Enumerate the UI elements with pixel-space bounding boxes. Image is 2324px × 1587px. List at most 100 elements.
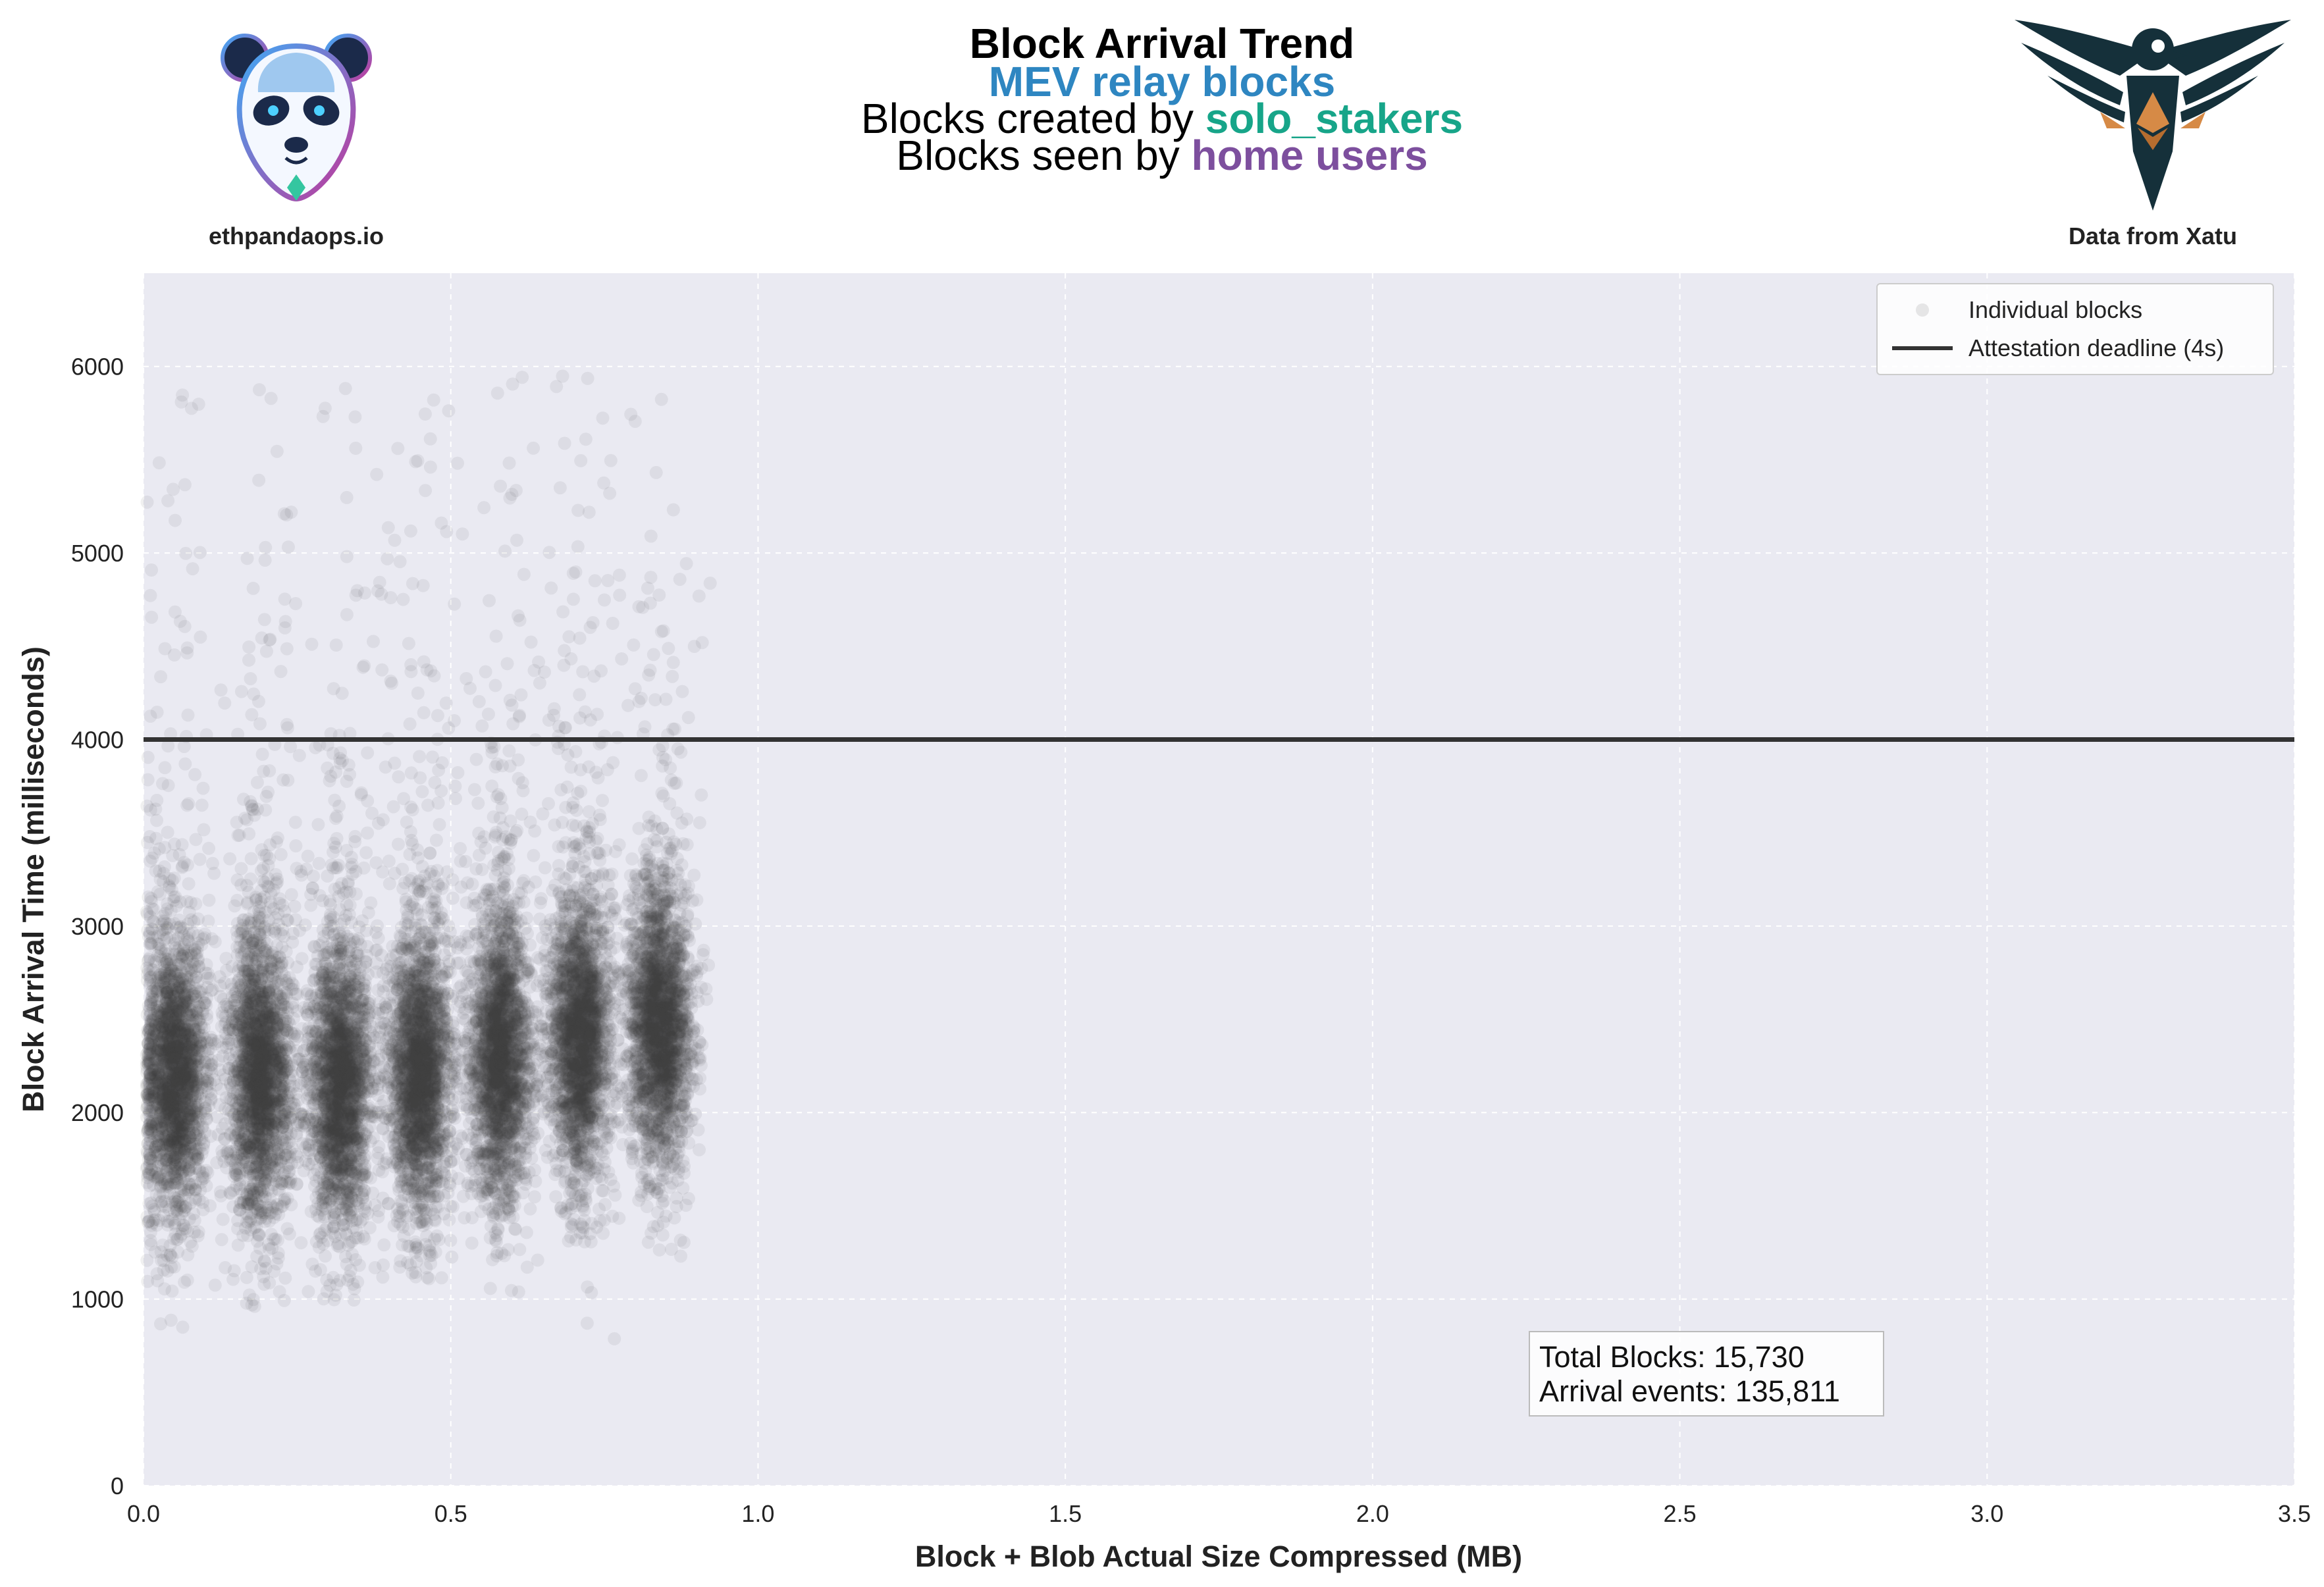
block-point (286, 935, 300, 949)
block-point (219, 952, 233, 965)
block-point (263, 633, 277, 646)
block-point (165, 1001, 178, 1014)
block-point (167, 1019, 180, 1033)
block-point (147, 846, 161, 860)
block-point (234, 685, 248, 698)
chart-subtitle-observer: Blocks seen by home users (0, 134, 2324, 176)
block-point (145, 1070, 159, 1084)
block-point (161, 1087, 175, 1101)
block-point (177, 1028, 191, 1041)
block-point (191, 976, 205, 989)
block-point (289, 839, 303, 852)
subtitle-creator-prefix: Blocks created by (860, 95, 1205, 142)
block-point (184, 1068, 198, 1081)
block-point (176, 1320, 190, 1334)
block-point (175, 1227, 189, 1241)
block-point (280, 913, 294, 927)
block-point (153, 1006, 167, 1020)
block-point (182, 949, 196, 962)
block-point (245, 1260, 259, 1274)
block-point (244, 949, 258, 963)
block-point (163, 974, 177, 987)
block-point (184, 402, 198, 415)
block-point (175, 998, 189, 1012)
block-point (267, 924, 280, 938)
block-point (159, 996, 173, 1010)
block-point (186, 1118, 200, 1132)
block-point (186, 955, 199, 969)
block-point (244, 672, 257, 686)
block-point (204, 1036, 218, 1050)
block-point (141, 750, 155, 764)
block-point (161, 779, 175, 793)
block-point (155, 1036, 169, 1049)
block-point (226, 1153, 240, 1167)
block-point (179, 546, 193, 560)
block-point (246, 1138, 259, 1152)
xatu-bird-logo-icon (2008, 13, 2298, 224)
block-point (144, 588, 157, 602)
block-point (171, 1011, 185, 1025)
block-point (242, 653, 255, 667)
block-point (170, 1039, 183, 1053)
block-point (259, 644, 273, 658)
block-point (174, 395, 188, 409)
chart-subtitle-mev: MEV relay blocks (0, 61, 2324, 103)
block-point (199, 958, 213, 972)
block-point (223, 852, 237, 866)
block-point (161, 1179, 174, 1193)
block-point (194, 985, 207, 999)
block-point (257, 613, 271, 627)
block-point (148, 982, 162, 996)
block-point (276, 1066, 290, 1080)
block-point (151, 1274, 165, 1288)
block-point (145, 1126, 158, 1140)
block-point (230, 1074, 244, 1087)
block-point (213, 970, 226, 983)
block-point (168, 1170, 181, 1184)
block-point (178, 1276, 192, 1289)
block-point (254, 893, 268, 906)
block-point (149, 1019, 163, 1032)
block-point (174, 1108, 188, 1122)
block-point (166, 1013, 179, 1027)
block-point (234, 1135, 248, 1149)
plot-area (144, 273, 2294, 1486)
block-point (202, 841, 215, 855)
block-point (270, 444, 284, 458)
block-point (174, 1112, 187, 1126)
chart-header: Block Arrival Trend MEV relay blocks Blo… (0, 0, 2324, 270)
block-point (193, 852, 207, 866)
block-point (152, 456, 166, 470)
block-point (252, 981, 266, 995)
block-point (181, 708, 195, 722)
block-point (175, 860, 189, 874)
block-point (170, 1102, 184, 1115)
block-point (167, 1089, 181, 1103)
block-point (161, 825, 174, 839)
block-point (158, 761, 172, 775)
block-point (280, 508, 294, 522)
block-point (214, 683, 228, 697)
block-point (149, 1054, 163, 1068)
block-point (240, 552, 254, 565)
block-point (215, 1233, 228, 1247)
block-point (193, 546, 207, 559)
block-point (305, 637, 319, 651)
block-point (203, 1199, 217, 1212)
block-point (263, 1033, 276, 1047)
block-point (230, 816, 244, 829)
block-point (231, 1238, 245, 1252)
block-point (168, 1110, 182, 1124)
block-point (144, 803, 157, 817)
block-point (196, 781, 210, 795)
block-point (186, 562, 199, 576)
block-point (191, 1229, 205, 1243)
block-point (265, 974, 278, 987)
block-point (188, 767, 202, 781)
block-point (259, 540, 273, 554)
block-point (145, 936, 159, 949)
block-point (280, 717, 294, 731)
block-point (189, 1077, 203, 1091)
block-point (259, 1211, 273, 1225)
